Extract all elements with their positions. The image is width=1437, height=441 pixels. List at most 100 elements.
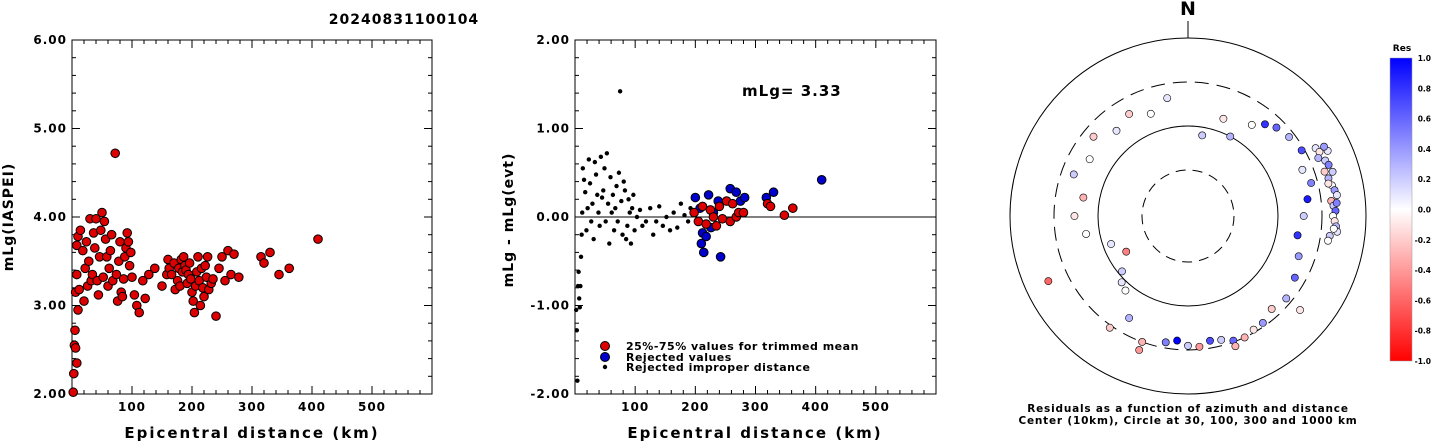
colorbar-tick-label: -0.8: [1415, 327, 1431, 336]
rejected-value-point: [715, 252, 726, 262]
colorbar-tick-label: -0.4: [1415, 266, 1431, 275]
station-marker: [1249, 325, 1258, 334]
station-marker: [1044, 277, 1053, 286]
data-point: [87, 269, 98, 280]
station-marker: [1198, 131, 1207, 140]
rejected-distance-point: [577, 296, 582, 301]
station-marker: [1307, 179, 1316, 187]
station-marker: [1282, 294, 1291, 303]
data-point: [122, 228, 132, 238]
y-axis-label: mLg(IASPEI): [1, 163, 17, 272]
data-point: [73, 305, 83, 315]
rejected-distance-point: [651, 232, 656, 237]
station-marker: [1112, 126, 1121, 135]
station-markers: [1044, 94, 1342, 354]
rejected-distance-point: [592, 159, 598, 165]
station-marker: [1329, 224, 1338, 233]
rejected-distance-point: [634, 214, 640, 220]
mlg-vs-distance-chart: 2.00 3.00 4.00 5.00 6.00 100 200 300 400 500 Epi…: [1, 33, 433, 441]
data-point: [84, 256, 94, 267]
station-marker: [1138, 338, 1147, 346]
station-marker: [1085, 155, 1094, 164]
x-tick-labels: 100 200 300 400 500: [621, 400, 889, 414]
colorbar-tick-label: 0.8: [1418, 84, 1431, 93]
station-marker: [1272, 123, 1281, 132]
y-tick-label: 3.00: [33, 299, 67, 313]
data-point: [211, 311, 221, 321]
rejected-distance-point: [589, 219, 594, 224]
rejected-distance-point: [682, 213, 687, 218]
data-point: [126, 247, 136, 258]
data-point: [208, 274, 218, 284]
rejected-distance-point: [616, 170, 622, 175]
data-point: [74, 284, 84, 295]
data-point: [79, 296, 89, 306]
data-point: [214, 263, 224, 274]
trimmed-mean-point: [765, 201, 776, 212]
rejected-distance-point: [615, 219, 620, 224]
data-point: [166, 269, 177, 280]
y-tick-labels: 2.00 3.00 4.00 5.00 6.00: [33, 33, 67, 401]
trimmed-mean-point: [779, 210, 790, 221]
rejected-distance-point: [671, 210, 676, 215]
data-points: [68, 148, 323, 398]
station-marker: [1117, 278, 1126, 287]
rejected-distance-point: [578, 283, 583, 289]
y-tick-label: -2.00: [530, 387, 570, 401]
tick-marks: [71, 39, 433, 395]
data-point: [93, 290, 104, 300]
x-axis-label: Epicentral distance (km): [627, 424, 882, 441]
map-caption-line1: Residuals as a function of azimuth and d…: [1027, 403, 1349, 415]
station-marker: [1161, 338, 1170, 347]
data-point: [72, 358, 82, 368]
data-point: [220, 275, 230, 286]
x-tick-label: 400: [298, 400, 326, 414]
rejected-distance-point: [577, 305, 583, 310]
station-marker: [1320, 167, 1329, 176]
station-marker: [1173, 336, 1182, 345]
data-point: [118, 274, 129, 284]
rejected-distance-point: [660, 223, 666, 229]
station-marker: [1247, 120, 1256, 129]
colorbar-tick-label: 0.6: [1418, 115, 1431, 124]
colorbar-tick-label: 0.2: [1418, 175, 1431, 184]
data-point: [97, 207, 107, 218]
rejected-distance-point: [593, 172, 599, 177]
residual-vs-distance-chart: -2.00 -1.00 0.00 1.00 2.00 100 200 300 400 500 m…: [501, 33, 937, 441]
station-marker: [1219, 114, 1228, 123]
station-marker: [1333, 191, 1341, 199]
rejected-distance-point: [585, 205, 590, 211]
data-point: [193, 252, 203, 262]
trimmed-mean-point: [697, 201, 708, 212]
data-point: [188, 296, 198, 306]
data-point: [70, 325, 80, 336]
y-tick-label: 2.00: [536, 33, 570, 47]
rejected-distance-point: [578, 254, 584, 260]
residual-colorbar: Res 1.0 0.8 0.6 0.4 0.2 0.0 -0.2 -0.4 -0.6 -0.8 -1…: [1389, 44, 1431, 366]
colorbar-tick-label: 0.0: [1418, 206, 1431, 215]
data-point: [184, 258, 195, 268]
station-marker: [1240, 333, 1249, 342]
data-point: [226, 269, 236, 280]
station-marker: [1324, 236, 1332, 245]
y-tick-label: 2.00: [33, 387, 67, 401]
rejected-distance-point: [586, 157, 592, 162]
station-marker: [1324, 160, 1333, 169]
x-tick-label: 200: [681, 400, 709, 414]
north-label: N: [1180, 0, 1196, 20]
data-point: [106, 229, 117, 240]
rejected-distance-point: [629, 205, 635, 211]
rejected-distance-point: [627, 210, 632, 215]
data-point: [105, 245, 116, 256]
data-point: [217, 252, 227, 262]
legend-blue-label: Rejected values: [626, 351, 732, 364]
trimmed-mean-point: [717, 213, 728, 224]
rejected-distance-point: [619, 198, 624, 204]
data-points: [574, 89, 827, 383]
station-marker: [1125, 314, 1134, 322]
data-point: [69, 368, 79, 379]
legend-blue-marker: [600, 352, 610, 362]
station-marker: [1267, 305, 1276, 313]
rejected-distance-point: [599, 195, 605, 200]
rejected-distance-point: [631, 192, 636, 198]
